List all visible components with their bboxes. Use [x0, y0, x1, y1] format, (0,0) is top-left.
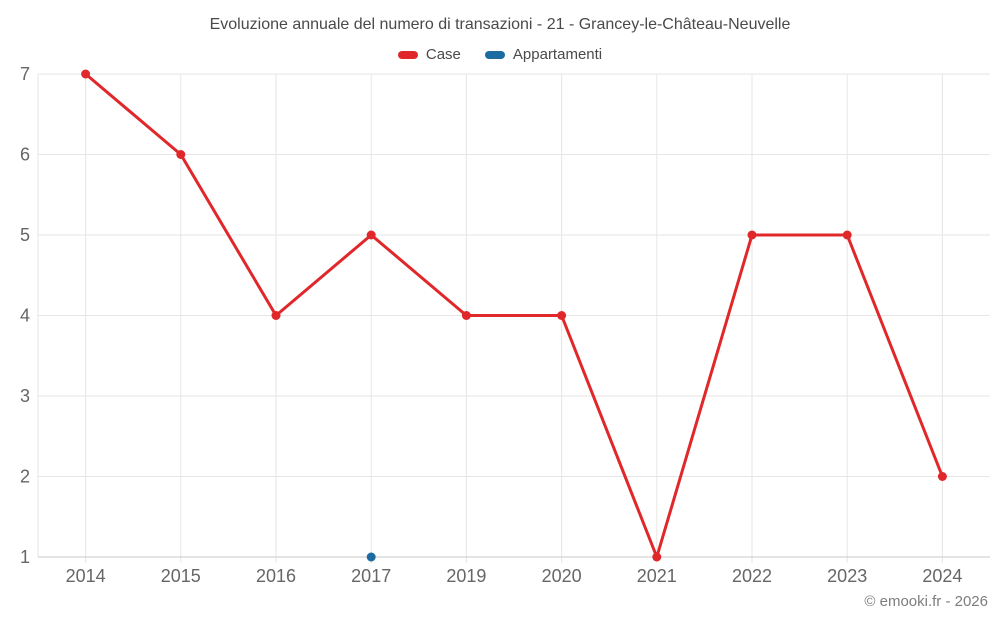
legend-item-appartamenti[interactable]: Appartamenti — [484, 46, 603, 63]
data-point-case-2024[interactable] — [937, 472, 947, 481]
x-axis-tick-label: 2024 — [922, 566, 962, 586]
y-axis-tick-label: 2 — [20, 467, 30, 487]
data-point-case-2014[interactable] — [81, 69, 91, 79]
data-point-appartamenti-2017[interactable] — [366, 552, 376, 562]
copyright-text: © emooki.fr - 2026 — [864, 593, 988, 610]
data-point-case-2020[interactable] — [557, 311, 567, 320]
x-axis-tick-label: 2016 — [256, 566, 296, 586]
legend-swatch-appartamenti-icon — [484, 50, 505, 59]
legend-label-case: Case — [425, 46, 461, 63]
y-axis-tick-label: 6 — [20, 145, 30, 165]
y-axis-tick-label: 1 — [20, 547, 30, 567]
x-axis-tick-label: 2023 — [827, 566, 867, 586]
legend-label-appartamenti: Appartamenti — [512, 46, 603, 63]
legend-swatch-case-icon — [397, 50, 418, 59]
chart-title: Evoluzione annuale del numero di transaz… — [209, 16, 791, 33]
x-axis-tick-label: 2019 — [446, 566, 486, 586]
x-axis-tick-label: 2015 — [161, 566, 201, 586]
data-point-case-2022[interactable] — [747, 230, 757, 240]
y-axis-tick-label: 5 — [20, 225, 30, 245]
x-axis-tick-label: 2014 — [66, 566, 106, 586]
y-axis-tick-label: 4 — [20, 306, 30, 326]
legend-item-case[interactable]: Case — [397, 46, 461, 63]
data-point-case-2016[interactable] — [271, 311, 281, 320]
data-point-case-2019[interactable] — [461, 311, 471, 320]
y-axis-tick-label: 3 — [20, 386, 30, 406]
x-axis-tick-label: 2017 — [351, 566, 391, 586]
x-axis-tick-label: 2020 — [542, 566, 582, 586]
x-axis-tick-label: 2022 — [732, 566, 772, 586]
x-axis-tick-label: 2021 — [637, 566, 677, 586]
y-axis-tick-label: 7 — [20, 64, 30, 84]
data-point-case-2023[interactable] — [842, 230, 852, 240]
series-line-case — [84, 72, 944, 559]
chart-legend: Case Appartamenti — [0, 46, 1000, 63]
data-point-case-2015[interactable] — [176, 150, 186, 159]
data-point-case-2021[interactable] — [652, 552, 662, 562]
data-point-case-2017[interactable] — [366, 230, 376, 240]
